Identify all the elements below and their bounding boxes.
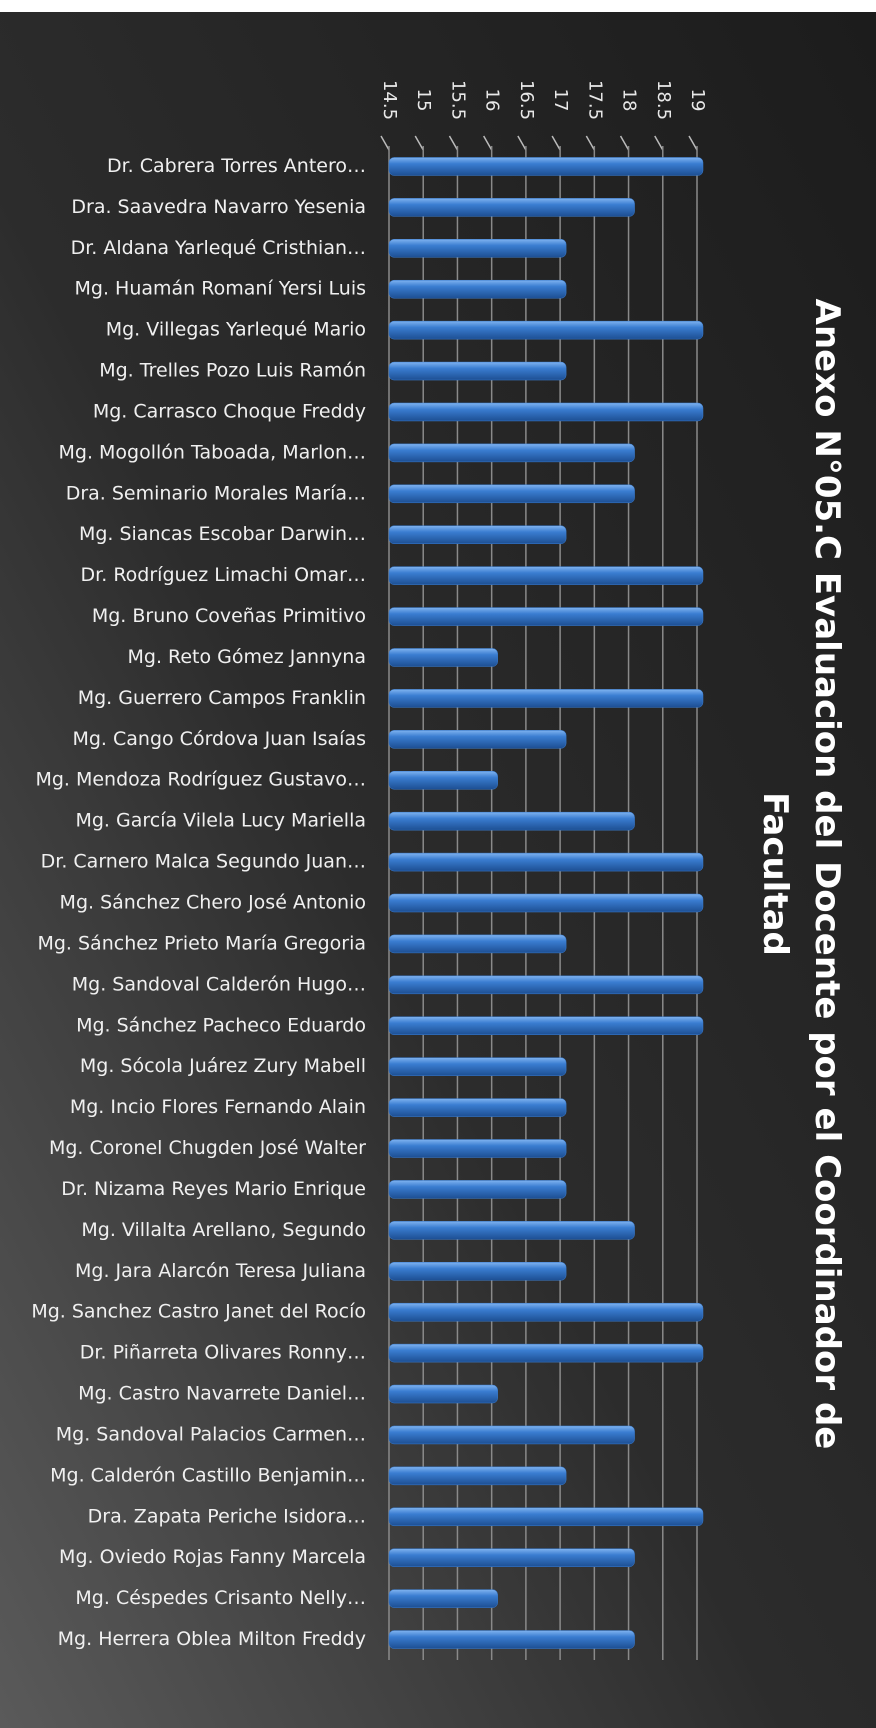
y-tick-label: Mg. Coronel Chugden José Walter [49, 1137, 366, 1159]
y-tick-label: Mg. Siancas Escobar Darwin… [79, 523, 366, 545]
bar [388, 648, 498, 667]
y-tick-label: Mg. Oviedo Rojas Fanny Marcela [59, 1546, 366, 1568]
y-tick-label: Mg. Sanchez Castro Janet del Rocío [31, 1301, 366, 1323]
y-tick-label: Mg. Sánchez Pacheco Eduardo [76, 1014, 366, 1036]
y-tick-label: Mg. Sandoval Calderón Hugo… [72, 973, 366, 995]
x-tick-label: 18.5 [653, 80, 674, 120]
bar [388, 770, 498, 790]
y-tick-label: Mg. Jara Alarcón Teresa Juliana [75, 1260, 366, 1282]
tick-mark [585, 135, 595, 151]
bar [388, 525, 567, 544]
bar [388, 1139, 567, 1158]
bar [388, 975, 704, 995]
y-tick-label: Mg. Céspedes Crisanto Nelly… [75, 1587, 366, 1609]
bar [388, 607, 704, 626]
y-tick-label: Mg. Mogollón Taboada, Marlon… [58, 441, 366, 463]
y-tick-label: Mg. Herrera Oblea Milton Freddy [58, 1628, 366, 1650]
y-tick-label: Mg. Bruno Coveñas Primitivo [92, 605, 366, 627]
x-tick-label: 15 [413, 89, 434, 112]
y-tick-label: Dr. Carnero Malca Segundo Juan… [41, 851, 366, 873]
bar [388, 893, 704, 913]
bar [388, 934, 567, 954]
bar [388, 1343, 704, 1363]
bar [388, 1466, 567, 1486]
y-tick-label: Dr. Piñarreta Olivares Ronny… [80, 1342, 366, 1364]
tick-mark [517, 135, 527, 151]
bar [388, 1098, 567, 1117]
y-tick-label: Mg. Sánchez Prieto María Gregoria [37, 932, 366, 954]
y-tick-label: Mg. Sánchez Chero José Antonio [60, 892, 366, 914]
y-tick-label: Dr. Cabrera Torres Antero… [107, 155, 366, 177]
bar [388, 1016, 704, 1036]
bar [388, 852, 704, 872]
y-tick-label: Mg. Guerrero Campos Franklin [78, 687, 366, 709]
bar [388, 484, 635, 504]
bar [388, 1630, 635, 1649]
tick-mark [654, 135, 664, 151]
bar [388, 361, 567, 381]
y-tick-label: Mg. Incio Flores Fernando Alain [70, 1096, 366, 1118]
bar [388, 443, 635, 463]
bar [388, 320, 704, 340]
x-tick-label: 16.5 [516, 80, 537, 120]
y-tick-label: Mg. Calderón Castillo Benjamin… [50, 1464, 366, 1486]
y-tick-label: Mg. García Vilela Lucy Mariella [75, 810, 366, 832]
x-tick-label: 18 [619, 89, 640, 112]
y-tick-label: Dra. Zapata Periche Isidora… [88, 1505, 366, 1527]
y-tick-label: Mg. Villegas Yarlequé Mario [106, 319, 366, 341]
y-tick-label: Mg. Villalta Arellano, Segundo [81, 1219, 366, 1241]
x-tick-label: 16 [482, 89, 503, 112]
tick-mark [619, 135, 630, 151]
bar [388, 1262, 567, 1281]
y-tick-label: Mg. Castro Navarrete Daniel… [78, 1383, 366, 1405]
bar [388, 1589, 498, 1608]
bar [388, 689, 704, 708]
bar [388, 279, 567, 299]
bar [388, 1384, 498, 1404]
tick-mark [448, 135, 459, 151]
bar [388, 1425, 635, 1445]
bar [388, 1180, 567, 1199]
bar [388, 1548, 635, 1567]
y-tick-label: Mg. Mendoza Rodríguez Gustavo… [35, 769, 366, 791]
bar [388, 402, 704, 422]
bar [388, 811, 635, 831]
bar [388, 1221, 635, 1240]
bar [388, 1302, 704, 1322]
y-tick-label: Dra. Seminario Morales María… [66, 482, 366, 504]
bar [388, 157, 704, 176]
bar [388, 730, 567, 749]
x-tick-label: 15.5 [447, 80, 468, 120]
x-tick-label: 17.5 [584, 80, 605, 120]
y-tick-label: Mg. Carrasco Choque Freddy [93, 400, 366, 422]
y-tick-label: Mg. Sandoval Palacios Carmen… [56, 1423, 366, 1445]
y-tick-label: Dr. Aldana Yarlequé Cristhian… [71, 237, 366, 259]
bar [388, 1057, 567, 1076]
chart-title: Anexo N°05.C Evaluacion del Docente por … [756, 299, 848, 1450]
bar [388, 198, 635, 217]
y-tick-label: Mg. Sócola Juárez Zury Mabell [80, 1055, 366, 1077]
bar [388, 566, 704, 585]
tick-mark [688, 135, 698, 151]
bar [388, 239, 567, 258]
bar [388, 1507, 704, 1527]
tick-mark [551, 135, 561, 151]
tick-mark [380, 135, 390, 151]
y-tick-label: Mg. Reto Gómez Jannyna [127, 646, 366, 668]
y-tick-label: Dra. Saavedra Navarro Yesenia [71, 196, 366, 218]
x-tick-label: 19 [687, 89, 708, 112]
y-tick-label: Mg. Cango Córdova Juan Isaías [72, 728, 366, 750]
y-tick-label: Dr. Nizama Reyes Mario Enrique [61, 1178, 366, 1200]
tick-mark [414, 135, 424, 151]
y-tick-label: Dr. Rodríguez Limachi Omar… [81, 564, 366, 586]
x-tick-label: 14.5 [379, 80, 400, 120]
x-tick-label: 17 [550, 89, 571, 112]
y-tick-label: Mg. Trelles Pozo Luis Ramón [99, 360, 366, 382]
y-tick-label: Mg. Huamán Romaní Yersi Luis [75, 278, 367, 300]
tick-mark [483, 135, 493, 151]
